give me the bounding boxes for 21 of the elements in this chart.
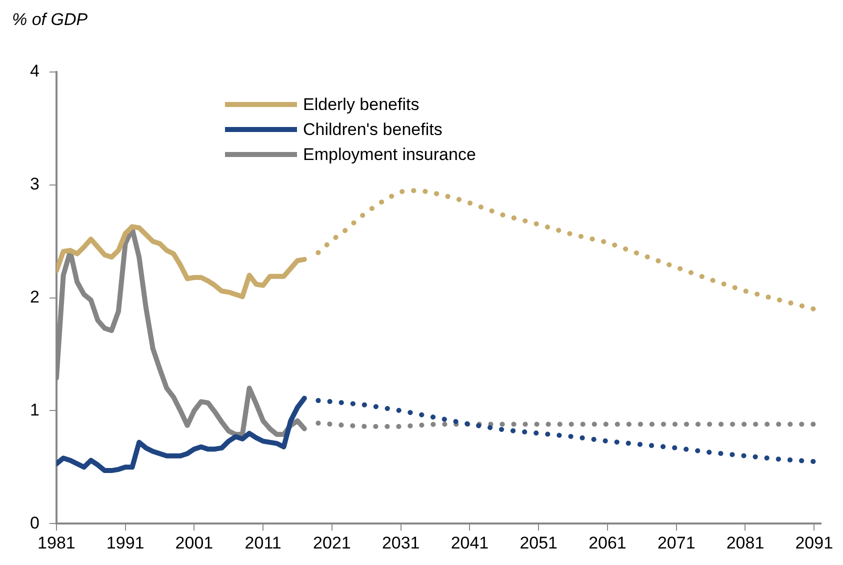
legend-label: Elderly benefits: [303, 94, 420, 114]
x-tick-label: 2091: [795, 533, 834, 552]
y-tick-label: 2: [30, 287, 40, 306]
x-tick-label: 2041: [450, 533, 489, 552]
y-tick-label: 3: [30, 174, 40, 194]
x-tick-label: 1991: [106, 533, 144, 552]
x-tick-label: 1981: [38, 533, 76, 552]
x-tick-label: 2061: [588, 533, 626, 552]
x-tick-label: 2051: [520, 533, 558, 552]
y-tick-label: 0: [30, 513, 40, 532]
y-tick-label: 4: [30, 62, 40, 81]
x-tick-label: 2071: [657, 533, 696, 552]
legend-label: Employment insurance: [303, 144, 476, 164]
legend-label: Children's benefits: [303, 120, 442, 140]
x-tick-label: 2001: [175, 533, 214, 552]
y-axis-title: % of GDP: [12, 10, 88, 30]
x-tick-label: 2011: [244, 533, 282, 552]
y-tick-label: 1: [30, 400, 40, 420]
x-tick-label: 2031: [382, 533, 420, 552]
x-tick-label: 2021: [313, 533, 351, 552]
x-tick-label: 2081: [726, 533, 764, 552]
